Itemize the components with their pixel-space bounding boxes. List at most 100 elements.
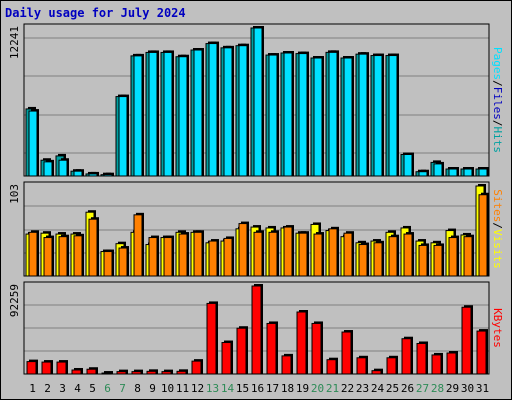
panel-1-legend: Sites/Visits xyxy=(491,189,504,269)
bar-sites-day-10 xyxy=(163,237,173,277)
day-label-17: 17 xyxy=(266,382,279,395)
bar-pages-day-9 xyxy=(148,51,158,177)
bar-kbytes-day-24 xyxy=(371,370,382,375)
bar-kbytes-day-20 xyxy=(311,322,322,375)
bar-pages-day-20 xyxy=(313,57,323,177)
bar-sites-day-28 xyxy=(433,244,443,277)
bar-sites-day-4 xyxy=(73,235,83,277)
bar-sites-day-21 xyxy=(328,228,338,277)
bar-pages-day-12 xyxy=(193,49,203,177)
day-label-31: 31 xyxy=(476,382,489,395)
bar-sites-day-26 xyxy=(403,233,413,277)
bar-sites-day-22 xyxy=(343,232,353,277)
bar-pages-day-2 xyxy=(43,161,53,177)
legend-kbytes: KBytes xyxy=(491,308,504,348)
panel-2-border xyxy=(23,281,490,375)
day-label-16: 16 xyxy=(251,382,264,395)
bar-sites-day-7 xyxy=(118,247,128,277)
bar-pages-day-8 xyxy=(133,55,143,177)
panel-0-ymax-label: 12241 xyxy=(8,26,21,59)
bar-kbytes-day-30 xyxy=(461,306,472,375)
bar-kbytes-day-29 xyxy=(446,352,457,375)
day-label-22: 22 xyxy=(341,382,354,395)
day-label-5: 5 xyxy=(89,382,96,395)
bar-kbytes-day-12 xyxy=(191,360,202,375)
bar-pages-day-30 xyxy=(463,168,473,177)
bar-pages-day-31 xyxy=(478,168,488,177)
bar-pages-day-17 xyxy=(268,54,278,177)
bar-pages-day-22 xyxy=(343,57,353,177)
day-label-8: 8 xyxy=(134,382,141,395)
day-label-7: 7 xyxy=(119,382,126,395)
day-label-15: 15 xyxy=(236,382,249,395)
bar-sites-day-2 xyxy=(43,237,53,277)
bar-sites-day-15 xyxy=(238,223,248,277)
legend-visits: Visits xyxy=(491,229,504,269)
day-label-11: 11 xyxy=(176,382,189,395)
bar-sites-day-13 xyxy=(208,240,218,277)
bar-sites-day-8 xyxy=(133,214,143,277)
bar-kbytes-day-28 xyxy=(431,354,442,375)
day-label-10: 10 xyxy=(161,382,174,395)
panel-0-legend: Pages/Files/Hits xyxy=(491,47,504,153)
bar-sites-day-14 xyxy=(223,237,233,277)
bar-sites-day-5 xyxy=(88,218,98,277)
bar-kbytes-day-3 xyxy=(56,361,67,375)
panel-1-ymax-label: 103 xyxy=(8,184,21,204)
legend-pages: Pages xyxy=(491,47,504,80)
bar-kbytes-day-16 xyxy=(251,285,262,375)
bar-sites-day-16 xyxy=(253,231,263,277)
legend-sites: Sites xyxy=(491,189,504,222)
day-label-26: 26 xyxy=(401,382,414,395)
day-label-14: 14 xyxy=(221,382,235,395)
day-label-23: 23 xyxy=(356,382,369,395)
day-label-4: 4 xyxy=(74,382,81,395)
bar-pages-day-13 xyxy=(208,43,218,177)
day-label-30: 30 xyxy=(461,382,474,395)
bar-sites-day-20 xyxy=(313,233,323,277)
day-label-20: 20 xyxy=(311,382,324,395)
bar-sites-day-27 xyxy=(418,244,428,277)
bar-sites-day-6 xyxy=(103,251,113,277)
bar-kbytes-day-5 xyxy=(86,368,97,375)
panel-0-border xyxy=(23,23,490,177)
bar-sites-day-29 xyxy=(448,237,458,277)
bar-pages-day-14 xyxy=(223,47,233,177)
day-label-9: 9 xyxy=(149,382,156,395)
day-label-2: 2 xyxy=(44,382,51,395)
bar-kbytes-day-26 xyxy=(401,338,412,375)
bar-pages-day-29 xyxy=(448,168,458,177)
bar-sites-day-9 xyxy=(148,237,158,277)
bar-pages-day-1 xyxy=(28,110,38,177)
bar-pages-day-23 xyxy=(358,53,368,177)
bar-kbytes-day-14 xyxy=(221,342,232,375)
day-label-3: 3 xyxy=(59,382,66,395)
bar-sites-day-12 xyxy=(193,231,203,277)
bar-pages-day-4 xyxy=(73,170,83,177)
bar-kbytes-day-1 xyxy=(26,361,37,375)
bar-kbytes-day-31 xyxy=(476,330,487,375)
bar-sites-day-30 xyxy=(463,236,473,277)
day-label-21: 21 xyxy=(326,382,339,395)
day-label-27: 27 xyxy=(416,382,429,395)
bar-pages-day-27 xyxy=(418,171,428,177)
chart-title: Daily usage for July 2024 xyxy=(5,6,186,20)
legend-slash: / xyxy=(491,80,504,87)
bar-pages-day-3 xyxy=(58,159,68,177)
panel-2-ymax-label: 92259 xyxy=(8,284,21,317)
bar-pages-day-15 xyxy=(238,45,248,177)
bar-sites-day-19 xyxy=(298,232,308,277)
day-label-25: 25 xyxy=(386,382,399,395)
day-label-28: 28 xyxy=(431,382,444,395)
day-label-1: 1 xyxy=(29,382,36,395)
bar-pages-day-26 xyxy=(403,154,413,177)
day-label-29: 29 xyxy=(446,382,459,395)
bar-sites-day-24 xyxy=(373,242,383,277)
day-label-19: 19 xyxy=(296,382,309,395)
bar-pages-day-24 xyxy=(373,55,383,177)
bar-kbytes-day-19 xyxy=(296,311,307,375)
bar-kbytes-day-17 xyxy=(266,322,277,375)
legend-files: Files xyxy=(491,87,504,120)
bar-pages-day-11 xyxy=(178,56,188,177)
